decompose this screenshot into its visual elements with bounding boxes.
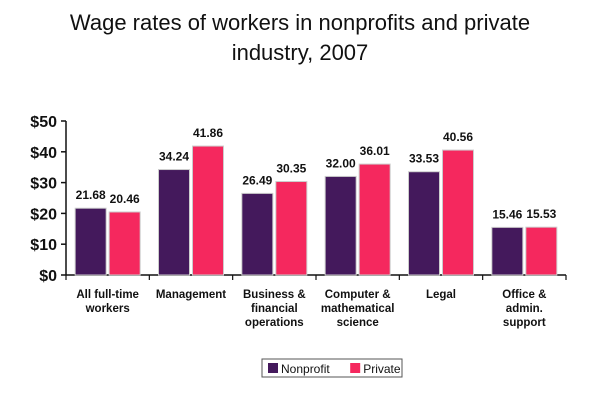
data-label: 32.00	[326, 156, 356, 170]
category-label: Office &	[502, 289, 546, 301]
data-label: 30.35	[276, 162, 306, 176]
bar-private	[108, 211, 141, 276]
category-label: workers	[85, 303, 130, 315]
y-tick-label: $50	[30, 114, 57, 131]
data-label: 33.53	[409, 152, 439, 166]
chart-title-line-2: industry, 2007	[231, 40, 369, 65]
category-label: Management	[156, 289, 226, 301]
bar-nonprofit	[74, 207, 107, 276]
category-label: mathematical	[321, 303, 395, 315]
bar-nonprofit	[491, 226, 524, 276]
category-label: operations	[245, 317, 304, 329]
legend-swatch	[350, 363, 361, 373]
category-label: Computer &	[325, 289, 391, 301]
bar-private	[192, 145, 224, 276]
y-tick-label: $10	[30, 237, 57, 254]
legend-label: Private	[363, 362, 401, 376]
data-label: 40.56	[443, 130, 473, 144]
legend-swatch	[268, 363, 278, 373]
bar-nonprofit	[408, 171, 440, 276]
data-label: 15.53	[526, 207, 556, 221]
bar-private	[275, 181, 308, 276]
data-label: 34.24	[159, 150, 189, 164]
category-label: Legal	[426, 289, 456, 301]
y-tick-label: $20	[30, 206, 57, 223]
data-label: 20.46	[110, 192, 140, 206]
y-tick-label: $30	[30, 176, 57, 193]
data-label: 36.01	[360, 144, 390, 158]
legend-label: Nonprofit	[281, 362, 330, 376]
category-label: support	[503, 317, 546, 329]
data-label: 26.49	[242, 173, 272, 187]
data-label: 41.86	[193, 126, 223, 140]
category-label: Business &	[243, 289, 306, 301]
y-tick-label: $0	[39, 268, 57, 285]
data-label: 21.68	[76, 188, 106, 202]
chart-title: Wage rates of workers in nonprofits and …	[20, 8, 580, 68]
chart-title-line-1: Wage rates of workers in nonprofits and …	[69, 10, 531, 35]
bar-nonprofit	[158, 169, 190, 276]
bar-nonprofit	[324, 175, 357, 276]
bar-private	[358, 163, 391, 276]
y-tick-label: $40	[30, 145, 57, 162]
category-label: financial	[251, 303, 298, 315]
category-label: science	[337, 317, 379, 329]
bar-private	[525, 226, 558, 276]
bar-private	[442, 149, 474, 276]
bar-nonprofit	[241, 192, 274, 276]
data-label: 15.46	[492, 207, 522, 221]
legend	[261, 358, 403, 378]
category-label: admin.	[506, 303, 543, 315]
category-label: All full-time	[76, 289, 139, 301]
